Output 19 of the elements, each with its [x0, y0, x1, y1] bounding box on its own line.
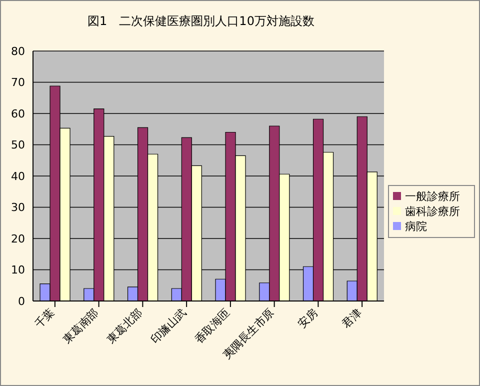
y-tick-label: 60	[11, 107, 25, 120]
x-tick-label: 東葛北部	[104, 306, 145, 346]
y-tick-label: 50	[11, 138, 25, 152]
y-tick-label: 0	[18, 294, 25, 308]
y-tick-label: 20	[11, 232, 25, 246]
x-tick-label: 印旛山武	[148, 306, 189, 346]
chart-title: 図1 二次保健医療圏別人口10万対施設数	[86, 13, 316, 30]
x-tick-label: 千葉	[32, 306, 58, 331]
x-tick-label: 安房	[296, 306, 320, 331]
y-tick-label: 40	[11, 170, 25, 183]
y-tick-label: 10	[11, 264, 25, 277]
x-tick-label: 君津	[339, 306, 364, 331]
legend-label: 病院	[405, 220, 427, 232]
y-tick-label: 70	[11, 76, 25, 90]
y-tick-label: 30	[11, 201, 25, 214]
y-tick-label: 80	[11, 44, 25, 58]
x-tick-label: 東葛南部	[60, 306, 101, 346]
legend-label: 歯科診療所	[405, 204, 460, 218]
legend-label: 一般診療所	[405, 190, 460, 202]
